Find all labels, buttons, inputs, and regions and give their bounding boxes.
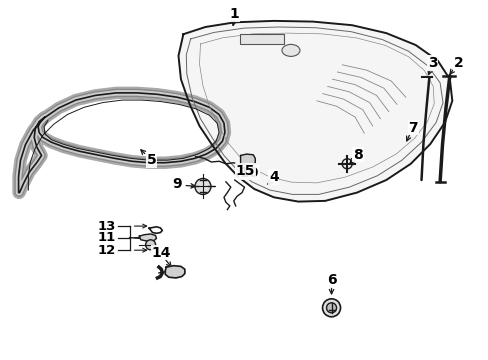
Text: 14: 14 xyxy=(151,246,171,260)
Circle shape xyxy=(195,179,210,194)
Polygon shape xyxy=(178,21,451,202)
Text: 1: 1 xyxy=(229,8,239,21)
Text: 8: 8 xyxy=(352,148,362,162)
Polygon shape xyxy=(240,154,255,166)
Text: 7: 7 xyxy=(407,121,417,135)
Polygon shape xyxy=(165,266,184,278)
Circle shape xyxy=(145,240,155,250)
Circle shape xyxy=(326,303,336,313)
Text: 6: 6 xyxy=(326,273,336,287)
Text: 9: 9 xyxy=(172,177,182,190)
Polygon shape xyxy=(139,234,156,241)
Circle shape xyxy=(322,299,340,317)
Text: 12: 12 xyxy=(97,244,115,257)
Text: 10: 10 xyxy=(239,166,259,180)
Text: 2: 2 xyxy=(453,56,463,70)
Ellipse shape xyxy=(282,44,299,57)
Text: 13: 13 xyxy=(97,220,115,233)
Text: 5: 5 xyxy=(146,153,156,167)
Text: 4: 4 xyxy=(268,170,278,184)
Text: 15: 15 xyxy=(235,164,255,178)
Text: 11: 11 xyxy=(97,231,115,244)
Text: 3: 3 xyxy=(427,56,437,70)
Polygon shape xyxy=(239,34,283,44)
